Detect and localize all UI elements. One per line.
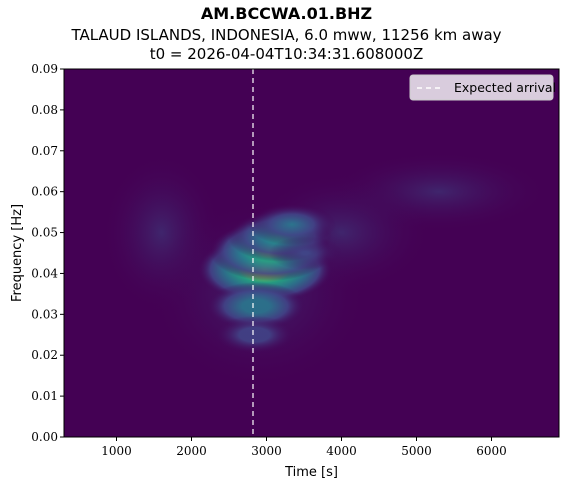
x-tick-label: 1000 (101, 444, 132, 458)
plot-frame (63, 68, 560, 438)
heatmap-energy-blob (213, 315, 296, 354)
plot-area (63, 68, 560, 438)
chart-title: AM.BCCWA.01.BHZ (200, 4, 373, 23)
x-tick-label: 6000 (476, 444, 507, 458)
event-subtitle: TALAUD ISLANDS, INDONESIA, 6.0 mww, 1125… (71, 26, 502, 44)
y-tick-label: 0.01 (31, 389, 58, 403)
y-tick-label: 0.06 (31, 185, 58, 199)
x-tick-label: 3000 (251, 444, 282, 458)
x-tick-label: 5000 (401, 444, 432, 458)
y-tick-label: 0.00 (31, 430, 58, 444)
y-tick-label: 0.02 (31, 348, 58, 362)
heatmap-energy-blob (206, 282, 306, 331)
y-tick-label: 0.04 (31, 266, 58, 280)
y-tick-label: 0.03 (31, 307, 58, 321)
y-tick-label: 0.05 (31, 226, 58, 240)
x-tick-label: 4000 (326, 444, 357, 458)
heatmap-energy-blob (248, 203, 336, 246)
legend: Expected arrival (409, 74, 556, 101)
x-tick-label: 2000 (176, 444, 207, 458)
y-tick-label: 0.09 (31, 62, 58, 76)
heatmap-energy-blob (127, 171, 199, 204)
y-axis-label: Frequency [Hz] (10, 204, 25, 302)
heatmap-energy-blob (268, 236, 343, 270)
y-axis: 0.00 0.01 0.02 0.03 0.04 0.05 0.06 0.07 0.08 0.09 (31, 62, 64, 444)
heatmap-energy-blob (130, 335, 200, 367)
heatmap-field (101, 151, 549, 389)
x-axis-label: Time [s] (284, 465, 338, 480)
x-axis: 1000 2000 3000 4000 5000 6000 (101, 437, 507, 458)
legend-box (409, 74, 554, 101)
legend-entry-expected-arrival: Expected arrival (454, 80, 556, 95)
t0-subtitle: t0 = 2026-04-04T10:34:31.608000Z (149, 45, 424, 63)
y-tick-label: 0.07 (31, 144, 58, 158)
y-tick-label: 0.08 (31, 103, 58, 117)
